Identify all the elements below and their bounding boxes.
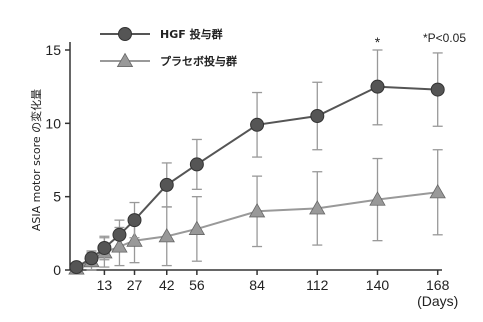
x-tick-label: 27 xyxy=(127,277,143,293)
data-point xyxy=(69,260,84,275)
legend-marker xyxy=(118,27,132,41)
x-tick-label: 140 xyxy=(366,277,390,293)
legend-item-placebo: プラセボ投与群 xyxy=(100,52,237,68)
x-tick-label: 13 xyxy=(97,277,113,293)
significance-note: *P<0.05 xyxy=(423,31,466,45)
x-tick-label: 84 xyxy=(249,277,265,293)
y-tick-label: 10 xyxy=(45,115,61,131)
y-tick-label: 15 xyxy=(45,42,61,58)
data-point xyxy=(126,232,143,247)
data-point xyxy=(430,82,445,97)
data-point xyxy=(112,227,127,242)
data-point xyxy=(127,213,142,228)
data-point xyxy=(158,227,175,243)
x-tick-label: 112 xyxy=(306,277,329,293)
legend-label: HGF 投与群 xyxy=(160,27,223,41)
data-point xyxy=(84,251,99,266)
x-tick-label: 42 xyxy=(159,277,175,293)
data-point xyxy=(310,109,325,123)
data-point xyxy=(188,220,206,235)
x-tick-label: 56 xyxy=(189,277,205,293)
series-layer xyxy=(68,49,446,275)
series-hgf xyxy=(69,49,445,275)
significance-star: * xyxy=(375,34,381,50)
series-placebo xyxy=(68,149,446,275)
data-point xyxy=(429,183,446,199)
data-point xyxy=(248,203,266,218)
data-point xyxy=(250,117,265,132)
data-point xyxy=(159,177,174,192)
y-tick-label: 5 xyxy=(53,189,61,205)
data-point xyxy=(309,200,326,215)
data-point xyxy=(369,191,386,206)
legend-label: プラセボ投与群 xyxy=(160,54,237,68)
data-point xyxy=(189,157,204,172)
data-point xyxy=(370,79,385,94)
axes xyxy=(65,42,442,275)
y-tick-label: 0 xyxy=(53,262,61,278)
data-point xyxy=(97,241,112,255)
x-axis-unit: (Days) xyxy=(417,293,458,309)
labels-layer: 0 5 10 15 13 27 42 56 84 112 140 168(Days) ASIA moto… xyxy=(29,31,466,309)
x-tick-label: 168 xyxy=(426,277,450,293)
legend-marker xyxy=(116,52,134,68)
y-axis-title: ASIA motor score の変化量 xyxy=(29,89,43,231)
legend-item-hgf: HGF 投与群 xyxy=(100,27,223,41)
